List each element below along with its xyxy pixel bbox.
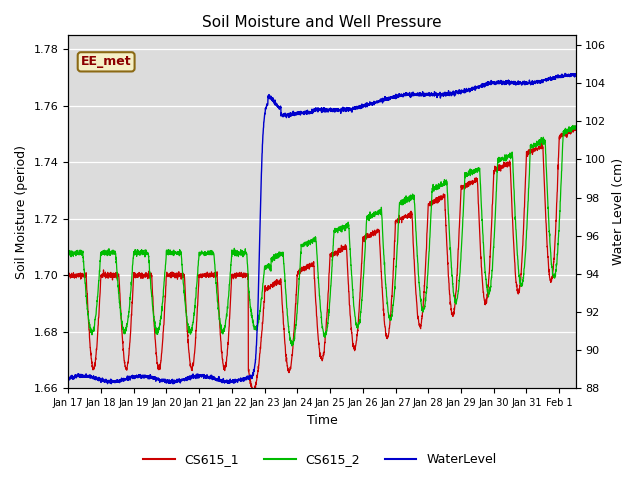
Line: CS615_2: CS615_2 xyxy=(68,126,575,346)
X-axis label: Time: Time xyxy=(307,414,337,427)
WaterLevel xyxy=(152,376,160,382)
CS615_1 xyxy=(508,184,515,190)
WaterLevel xyxy=(64,377,72,383)
CS615_2 xyxy=(64,252,72,258)
Text: EE_met: EE_met xyxy=(81,55,131,68)
Line: CS615_1: CS615_1 xyxy=(68,126,575,394)
WaterLevel xyxy=(281,111,289,117)
WaterLevel xyxy=(122,376,130,382)
CS615_2 xyxy=(152,326,160,332)
Y-axis label: Water Level (cm): Water Level (cm) xyxy=(612,158,625,265)
CS615_1 xyxy=(572,126,579,132)
WaterLevel xyxy=(259,132,267,138)
CS615_2 xyxy=(288,343,296,349)
WaterLevel xyxy=(562,73,570,79)
CS615_2 xyxy=(508,152,515,157)
CS615_1 xyxy=(122,365,130,371)
CS615_2 xyxy=(569,123,577,129)
CS615_1 xyxy=(570,123,578,129)
Legend: CS615_1, CS615_2, WaterLevel: CS615_1, CS615_2, WaterLevel xyxy=(138,448,502,471)
WaterLevel xyxy=(572,72,579,77)
CS615_1 xyxy=(281,341,289,347)
CS615_2 xyxy=(572,126,579,132)
WaterLevel xyxy=(561,71,569,76)
CS615_1 xyxy=(251,391,259,396)
CS615_2 xyxy=(562,127,570,133)
WaterLevel xyxy=(169,381,177,387)
CS615_1 xyxy=(259,319,267,324)
CS615_2 xyxy=(281,271,289,276)
CS615_1 xyxy=(64,272,72,277)
CS615_2 xyxy=(122,328,130,334)
CS615_1 xyxy=(152,351,160,357)
Y-axis label: Soil Moisture (period): Soil Moisture (period) xyxy=(15,145,28,279)
WaterLevel xyxy=(508,79,515,85)
CS615_1 xyxy=(562,132,570,137)
Line: WaterLevel: WaterLevel xyxy=(68,73,575,384)
Title: Soil Moisture and Well Pressure: Soil Moisture and Well Pressure xyxy=(202,15,442,30)
CS615_2 xyxy=(259,284,267,289)
